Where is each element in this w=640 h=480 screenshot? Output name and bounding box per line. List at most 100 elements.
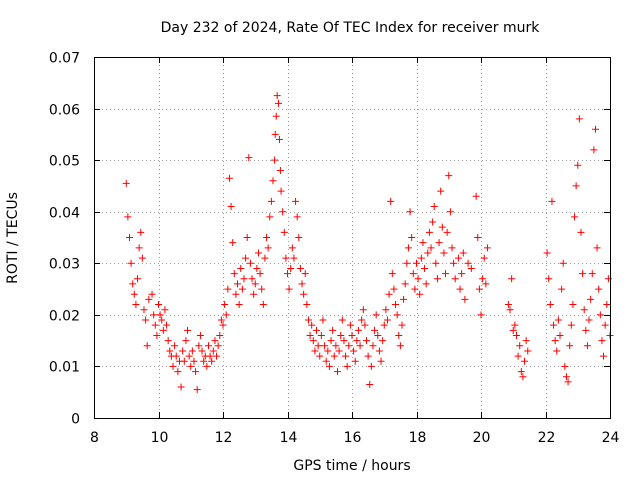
data-point bbox=[158, 316, 166, 324]
data-point bbox=[234, 280, 242, 288]
data-point bbox=[427, 244, 435, 252]
data-point bbox=[461, 295, 469, 303]
data-point bbox=[263, 234, 271, 241]
y-axis-label: ROTI / TECUs bbox=[5, 192, 21, 284]
data-point bbox=[284, 270, 291, 278]
x-tick-label: 8 bbox=[90, 430, 99, 446]
data-point bbox=[276, 166, 284, 174]
data-point bbox=[379, 337, 387, 345]
data-point bbox=[138, 254, 146, 262]
data-point bbox=[309, 337, 317, 345]
data-point bbox=[417, 254, 425, 262]
data-point bbox=[258, 285, 266, 293]
data-point bbox=[459, 249, 467, 257]
data-point bbox=[398, 321, 406, 329]
data-point bbox=[367, 362, 375, 370]
data-point bbox=[414, 275, 422, 283]
data-point bbox=[561, 362, 569, 370]
data-point bbox=[598, 337, 606, 345]
data-point bbox=[443, 228, 451, 236]
data-point bbox=[296, 264, 304, 272]
data-point bbox=[145, 295, 153, 303]
y-tick-label: 0.01 bbox=[49, 360, 80, 376]
data-point bbox=[406, 208, 414, 216]
data-point bbox=[522, 337, 530, 345]
data-point bbox=[235, 301, 243, 309]
y-tick-label: 0 bbox=[71, 412, 80, 428]
data-point bbox=[342, 352, 350, 360]
data-point bbox=[409, 270, 417, 278]
data-point bbox=[251, 280, 259, 288]
data-point bbox=[213, 352, 221, 360]
data-point bbox=[480, 254, 488, 262]
data-point bbox=[351, 357, 359, 365]
data-point bbox=[390, 285, 398, 293]
data-point bbox=[514, 352, 522, 360]
data-point bbox=[182, 337, 190, 345]
data-point bbox=[169, 362, 177, 370]
chart-title: Day 232 of 2024, Rate Of TEC Index for r… bbox=[161, 20, 541, 36]
data-point bbox=[479, 275, 487, 283]
data-point bbox=[295, 234, 303, 241]
data-point bbox=[172, 352, 180, 360]
data-point bbox=[582, 326, 590, 334]
data-point bbox=[413, 259, 420, 267]
data-point bbox=[217, 316, 225, 324]
data-point bbox=[250, 290, 258, 298]
data-point bbox=[311, 347, 319, 355]
data-point bbox=[324, 347, 332, 355]
data-point bbox=[567, 321, 575, 329]
data-point bbox=[253, 264, 261, 272]
data-point bbox=[358, 316, 366, 324]
data-point bbox=[442, 270, 450, 278]
data-point bbox=[395, 331, 403, 339]
data-point bbox=[574, 161, 582, 169]
data-point bbox=[216, 331, 224, 339]
gridlines bbox=[94, 57, 610, 418]
data-point bbox=[304, 316, 312, 324]
x-tick-label: 10 bbox=[151, 430, 169, 446]
data-point bbox=[322, 357, 330, 365]
data-point bbox=[556, 331, 564, 339]
data-point bbox=[279, 208, 287, 216]
data-point bbox=[142, 316, 150, 324]
data-point bbox=[272, 112, 280, 120]
data-point bbox=[267, 197, 275, 205]
data-point bbox=[366, 380, 374, 388]
data-point bbox=[285, 285, 293, 293]
data-point bbox=[371, 326, 379, 334]
data-point bbox=[554, 316, 562, 324]
data-point bbox=[242, 254, 250, 262]
data-point bbox=[192, 368, 200, 376]
data-point bbox=[566, 342, 574, 350]
data-point bbox=[458, 270, 466, 278]
data-point bbox=[266, 213, 274, 221]
data-point bbox=[385, 290, 393, 298]
data-point bbox=[438, 223, 446, 231]
x-tick-label: 24 bbox=[602, 430, 620, 446]
y-tick-label: 0.06 bbox=[49, 103, 80, 119]
data-point bbox=[445, 172, 453, 180]
data-point bbox=[601, 321, 609, 329]
data-point bbox=[208, 357, 216, 365]
data-point bbox=[377, 357, 385, 365]
data-point bbox=[180, 357, 188, 365]
data-point bbox=[585, 316, 593, 324]
data-point bbox=[222, 311, 230, 319]
data-point bbox=[303, 301, 311, 309]
data-point bbox=[583, 342, 591, 350]
data-point bbox=[151, 321, 159, 329]
data-point bbox=[464, 259, 472, 267]
data-point bbox=[327, 337, 335, 345]
data-point bbox=[269, 177, 277, 185]
data-point bbox=[521, 357, 529, 365]
data-point bbox=[221, 301, 229, 309]
data-point bbox=[132, 301, 140, 309]
data-point bbox=[477, 311, 485, 319]
data-point bbox=[392, 301, 400, 309]
data-point bbox=[388, 270, 396, 278]
data-point bbox=[293, 213, 301, 221]
data-point bbox=[603, 301, 611, 309]
data-point bbox=[579, 270, 587, 278]
data-point bbox=[380, 321, 388, 329]
